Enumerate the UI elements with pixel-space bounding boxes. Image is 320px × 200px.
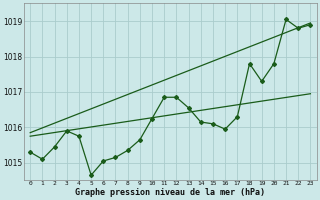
X-axis label: Graphe pression niveau de la mer (hPa): Graphe pression niveau de la mer (hPa) xyxy=(75,188,265,197)
